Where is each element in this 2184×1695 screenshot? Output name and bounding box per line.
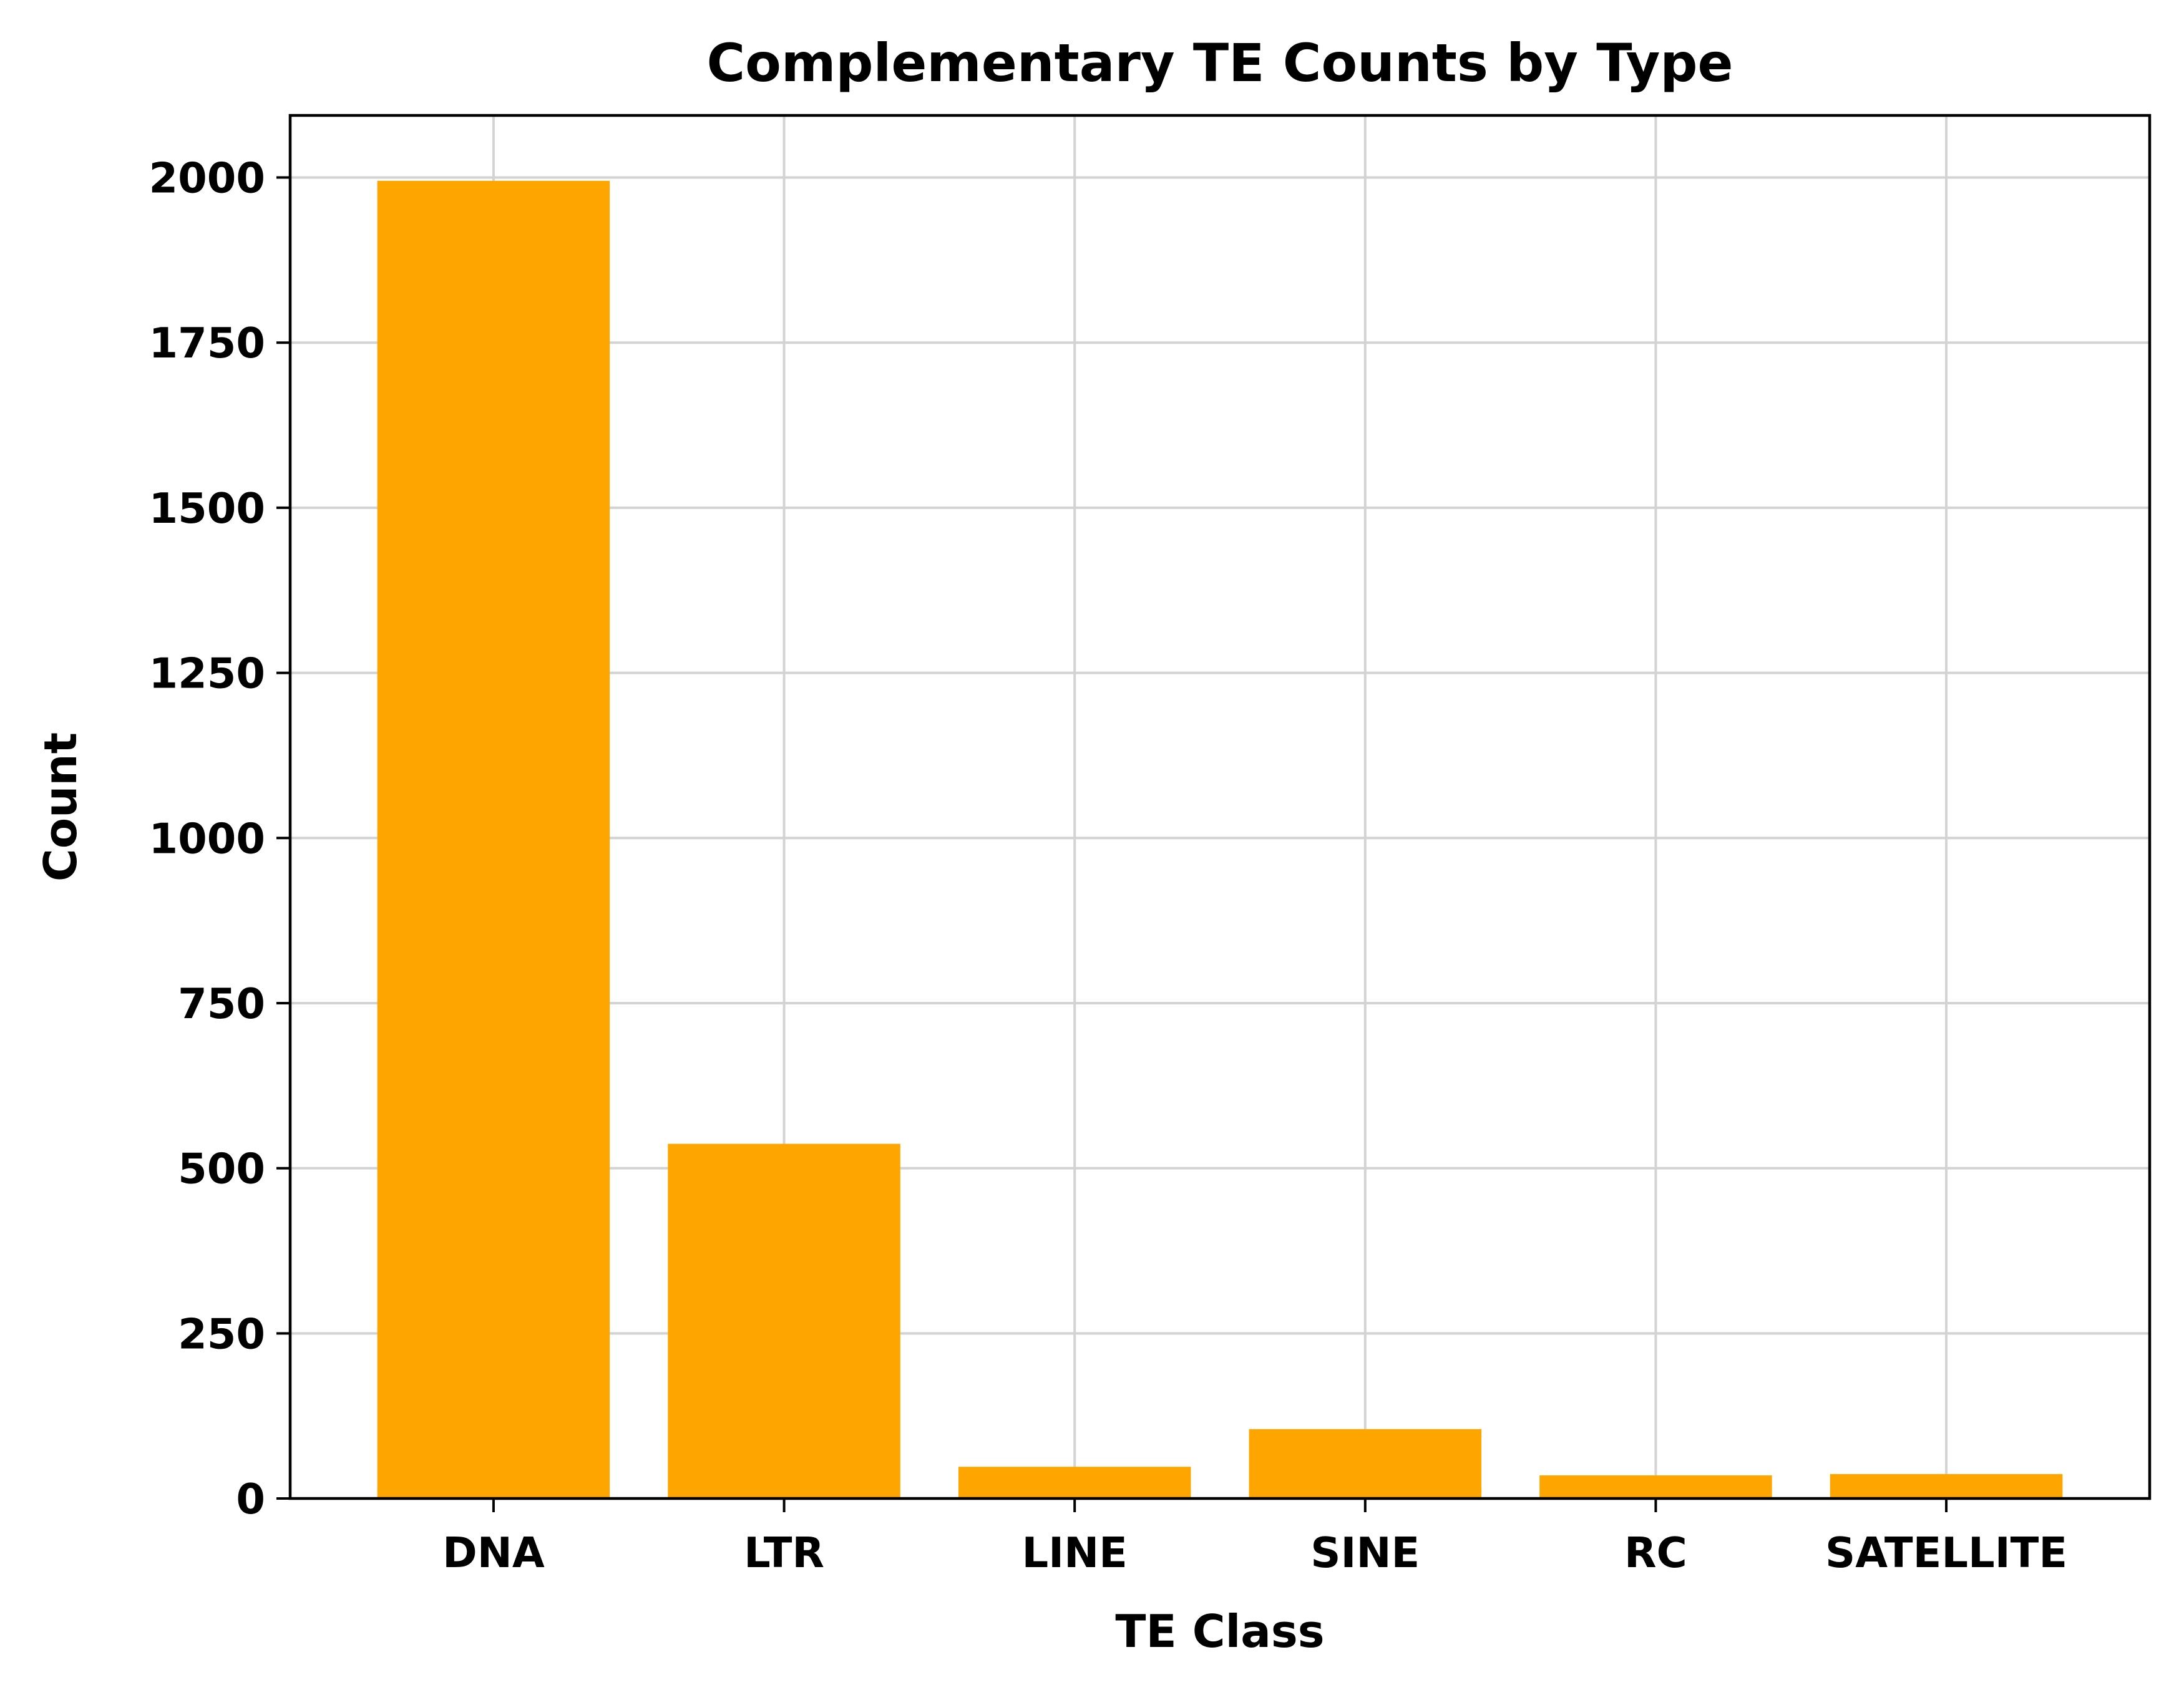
x-tick-label: LTR bbox=[744, 1528, 824, 1577]
bars bbox=[377, 180, 2063, 1498]
y-tick-label: 1500 bbox=[149, 484, 265, 533]
x-tick-label: LINE bbox=[1021, 1528, 1127, 1577]
y-axis-label: Count bbox=[34, 732, 87, 881]
plot-frame bbox=[288, 114, 2152, 1500]
y-tick-label: 750 bbox=[178, 979, 265, 1028]
y-tick-label: 250 bbox=[178, 1309, 265, 1358]
x-tick-label: DNA bbox=[442, 1528, 545, 1577]
bar-dna bbox=[377, 180, 610, 1498]
ticks: 0 250 500 750 1000 1250 1500 1750 2000 DNA LTR LINE… bbox=[149, 154, 2068, 1577]
bar-sine bbox=[1249, 1429, 1482, 1498]
x-tick-label: SATELLITE bbox=[1825, 1528, 2067, 1577]
chart-title: Complementary TE Counts by Type bbox=[707, 32, 1733, 94]
y-tick-label: 500 bbox=[178, 1145, 265, 1193]
x-tick-label: RC bbox=[1624, 1528, 1687, 1577]
y-tick-label: 2000 bbox=[149, 154, 265, 203]
bar-line bbox=[958, 1467, 1191, 1498]
bar-satellite bbox=[1830, 1474, 2063, 1498]
bar-ltr bbox=[668, 1144, 900, 1498]
bar-rc bbox=[1539, 1475, 1772, 1498]
y-tick-label: 1750 bbox=[149, 319, 265, 367]
y-tick-label: 0 bbox=[236, 1475, 265, 1523]
x-axis-label: TE Class bbox=[1115, 1605, 1324, 1658]
y-tick-label: 1000 bbox=[149, 814, 265, 863]
y-tick-label: 1250 bbox=[149, 649, 265, 698]
x-tick-label: SINE bbox=[1310, 1528, 1420, 1577]
